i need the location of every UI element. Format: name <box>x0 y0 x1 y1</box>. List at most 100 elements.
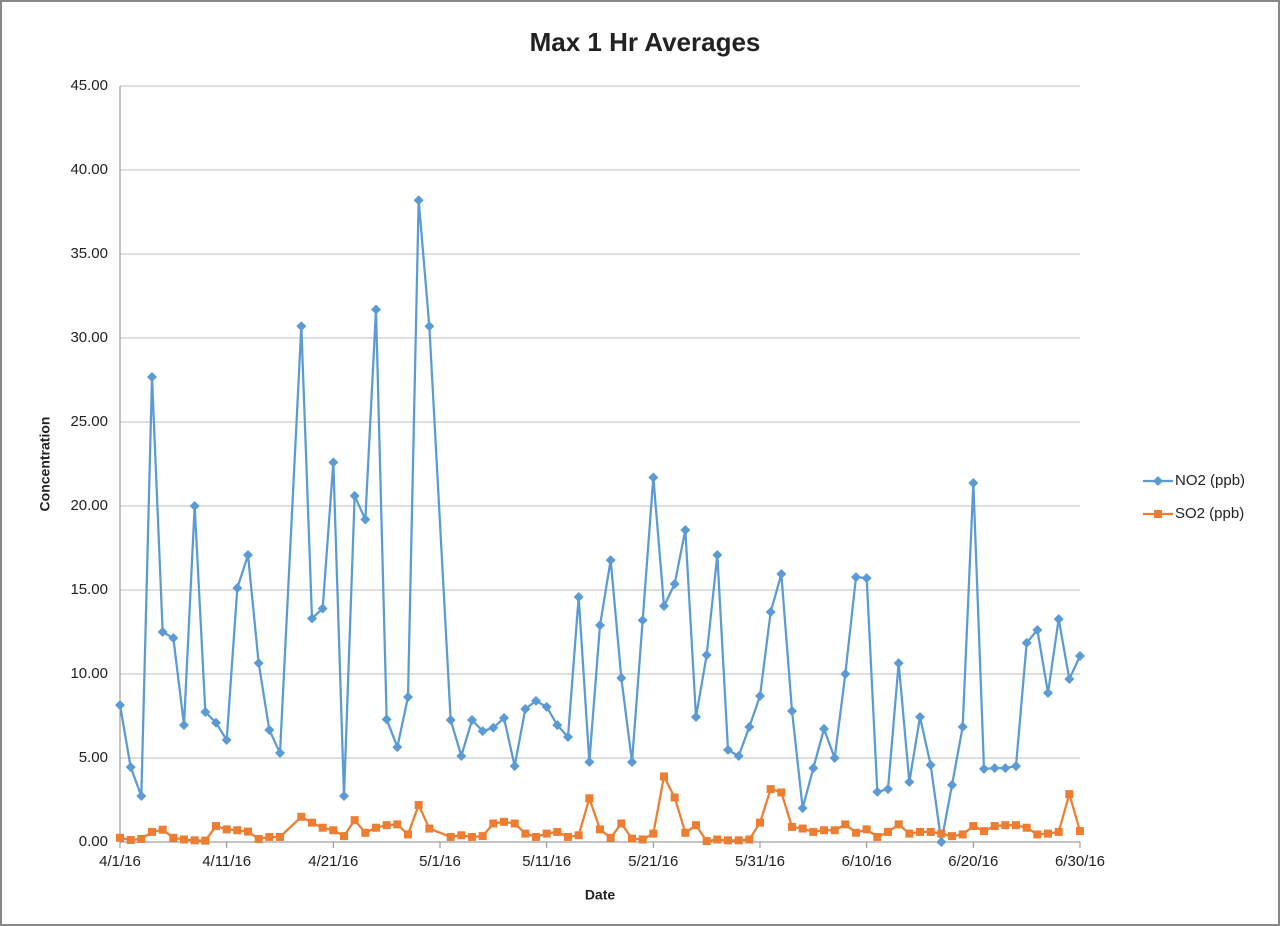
marker <box>884 827 892 836</box>
y-tick-label: 25.00 <box>70 413 108 430</box>
marker <box>158 825 167 834</box>
marker <box>745 835 754 844</box>
marker <box>478 832 487 841</box>
marker <box>1053 614 1064 625</box>
marker <box>1154 510 1162 518</box>
marker <box>392 742 403 753</box>
marker <box>520 703 531 714</box>
marker <box>349 490 360 501</box>
marker <box>979 763 989 774</box>
marker <box>937 829 946 838</box>
marker <box>1021 637 1032 648</box>
marker <box>980 827 988 836</box>
marker <box>201 836 210 845</box>
marker <box>1075 651 1085 662</box>
marker <box>243 550 253 561</box>
marker <box>861 573 872 584</box>
marker <box>157 627 168 637</box>
marker <box>521 829 530 838</box>
marker <box>275 747 285 758</box>
chart-title: Max 1 Hr Averages <box>530 27 761 57</box>
marker <box>253 658 264 669</box>
marker <box>1153 476 1163 486</box>
marker <box>904 777 915 788</box>
marker <box>393 820 402 829</box>
marker <box>531 695 541 706</box>
marker <box>254 834 263 843</box>
marker <box>317 603 328 614</box>
marker <box>648 472 659 483</box>
marker <box>125 762 136 773</box>
marker <box>1000 763 1011 774</box>
marker <box>744 721 755 732</box>
marker <box>894 820 903 829</box>
marker <box>499 713 509 724</box>
marker <box>734 836 743 845</box>
marker <box>797 803 808 814</box>
marker <box>329 826 338 835</box>
y-tick-label: 20.00 <box>70 497 108 514</box>
y-tick-label: 40.00 <box>70 161 108 178</box>
marker <box>467 715 477 726</box>
marker <box>222 825 231 834</box>
marker <box>808 763 819 774</box>
marker <box>659 600 669 611</box>
marker <box>840 669 851 679</box>
x-tick-label: 5/21/16 <box>628 853 678 870</box>
marker <box>628 834 636 843</box>
marker <box>328 457 339 468</box>
marker <box>116 833 124 842</box>
marker <box>1054 827 1063 836</box>
marker <box>168 633 179 644</box>
marker <box>968 477 979 488</box>
marker <box>990 822 999 831</box>
marker <box>1044 829 1052 838</box>
marker <box>777 788 786 797</box>
x-tick-label: 5/1/16 <box>419 853 461 870</box>
marker <box>1043 687 1053 698</box>
marker <box>244 827 252 836</box>
marker <box>724 836 732 845</box>
marker <box>1011 761 1021 772</box>
marker <box>692 821 700 830</box>
marker <box>563 732 573 742</box>
marker <box>573 592 584 603</box>
x-tick-label: 5/11/16 <box>522 853 571 870</box>
marker <box>532 832 540 841</box>
marker <box>585 794 594 803</box>
marker <box>574 831 583 840</box>
marker <box>829 753 840 763</box>
marker <box>1012 821 1020 830</box>
marker <box>372 823 380 832</box>
marker <box>509 761 520 772</box>
marker <box>221 735 232 746</box>
marker <box>733 750 744 761</box>
marker <box>606 833 615 842</box>
marker <box>617 819 626 828</box>
y-axis-label: Concentration <box>37 417 53 512</box>
marker <box>456 750 467 761</box>
marker <box>809 827 818 836</box>
marker <box>404 830 412 839</box>
marker <box>553 827 562 836</box>
x-tick-label: 6/10/16 <box>842 853 892 870</box>
marker <box>637 615 648 626</box>
marker <box>712 550 723 561</box>
marker <box>681 828 690 837</box>
marker <box>701 650 712 661</box>
marker <box>339 790 349 801</box>
marker <box>852 828 860 837</box>
marker <box>1032 624 1043 635</box>
marker <box>787 705 797 716</box>
marker <box>851 572 861 583</box>
marker <box>382 821 391 830</box>
marker <box>766 785 775 794</box>
marker <box>414 801 423 810</box>
marker <box>510 819 519 828</box>
marker <box>200 706 211 717</box>
legend-label: NO2 (ppb) <box>1175 472 1245 489</box>
marker <box>691 712 701 723</box>
marker <box>371 304 381 315</box>
marker <box>264 724 275 735</box>
x-tick-label: 4/11/16 <box>202 853 251 870</box>
